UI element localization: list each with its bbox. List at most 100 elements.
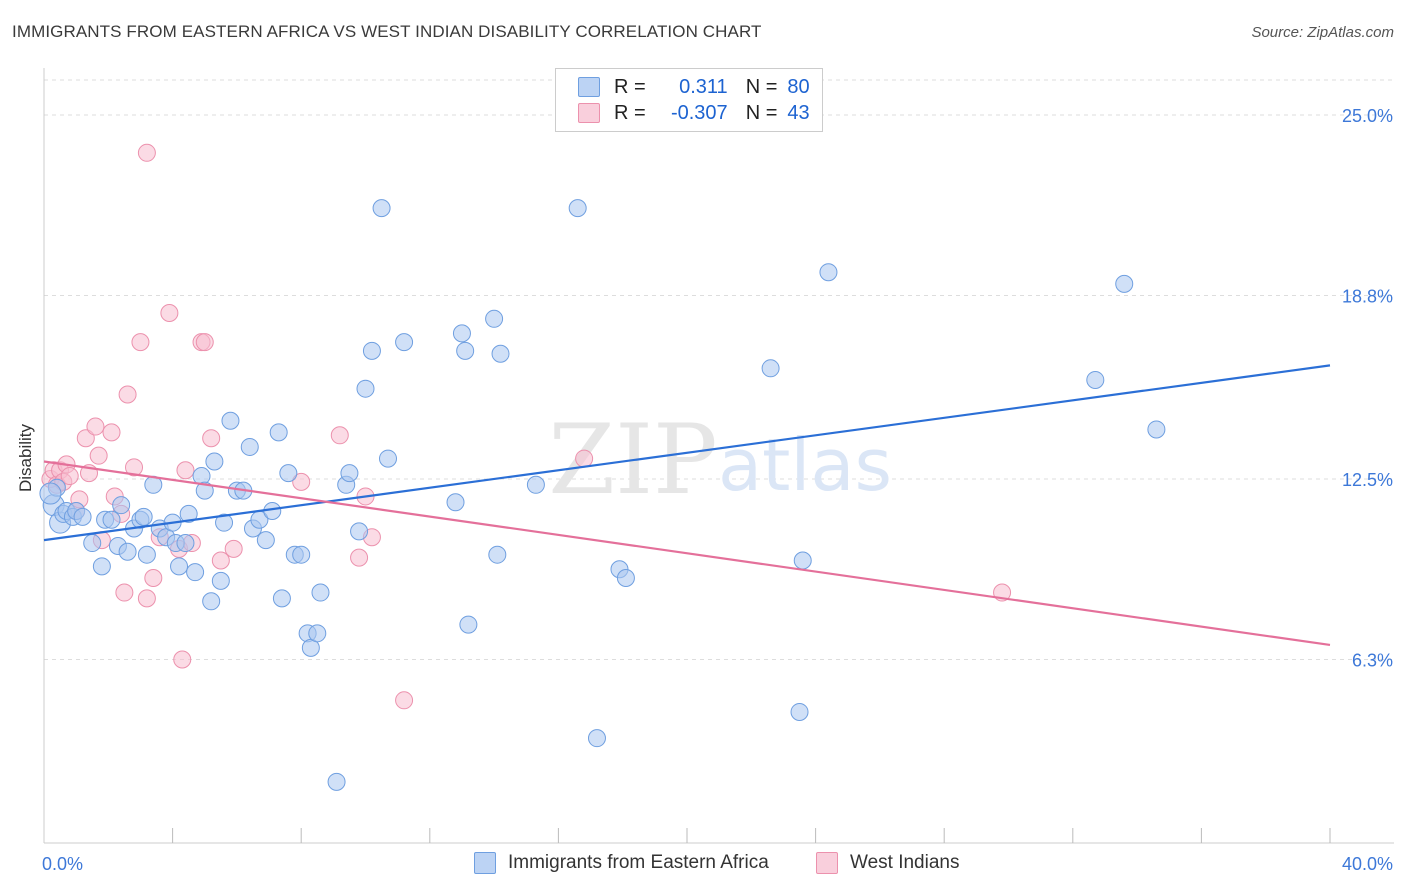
data-point-eastern-africa: [379, 449, 398, 468]
data-point-west-indians: [160, 303, 179, 322]
data-point-west-indians: [76, 429, 95, 448]
data-point-eastern-africa: [362, 341, 381, 360]
data-point-eastern-africa: [819, 263, 838, 282]
data-point-eastern-africa: [221, 411, 240, 430]
data-point-eastern-africa: [211, 571, 230, 590]
legend-swatch-blue: [578, 77, 600, 97]
data-point-eastern-africa: [73, 507, 92, 526]
data-point-west-indians: [89, 446, 108, 465]
x-tick-label: 0.0%: [42, 854, 83, 874]
data-point-west-indians: [137, 143, 156, 162]
data-point-eastern-africa: [170, 557, 189, 576]
data-point-eastern-africa: [761, 359, 780, 378]
data-point-eastern-africa: [256, 531, 275, 550]
chart-title: IMMIGRANTS FROM EASTERN AFRICA VS WEST I…: [12, 22, 762, 41]
data-point-eastern-africa: [491, 344, 510, 363]
data-point-west-indians: [176, 461, 195, 480]
y-axis-label: Disability: [16, 423, 35, 493]
data-point-eastern-africa: [793, 551, 812, 570]
data-point-eastern-africa: [790, 702, 809, 721]
data-point-eastern-africa: [137, 545, 156, 564]
data-point-eastern-africa: [488, 545, 507, 564]
legend-r-value: -0.307: [670, 101, 728, 124]
data-point-eastern-africa: [340, 464, 359, 483]
x-tick-label: 40.0%: [1342, 854, 1393, 874]
data-point-eastern-africa: [112, 496, 131, 515]
source-credit: Source: ZipAtlas.com: [1251, 24, 1394, 41]
bottom-legend-eastern-africa: Immigrants from Eastern Africa: [474, 852, 769, 874]
data-point-eastern-africa: [395, 333, 414, 352]
legend-n-label: N =: [745, 75, 778, 98]
data-point-west-indians: [350, 548, 369, 567]
data-point-west-indians: [224, 539, 243, 558]
data-point-eastern-africa: [215, 513, 234, 532]
data-point-eastern-africa: [92, 557, 111, 576]
data-point-eastern-africa: [456, 341, 475, 360]
data-point-eastern-africa: [452, 324, 471, 343]
trendlines: [43, 364, 1331, 647]
data-point-eastern-africa: [311, 583, 330, 602]
data-point-west-indians: [115, 583, 134, 602]
data-point-west-indians: [395, 691, 414, 710]
west-indians-points: [41, 143, 1012, 710]
data-point-eastern-africa: [1115, 274, 1134, 293]
grid-lines: [44, 79, 1394, 661]
data-point-eastern-africa: [526, 475, 545, 494]
data-point-west-indians: [173, 650, 192, 669]
eastern-africa-points: [39, 199, 1166, 791]
legend-n-value: 80: [787, 75, 810, 98]
data-point-west-indians: [144, 568, 163, 587]
data-point-eastern-africa: [587, 729, 606, 748]
legend-r-label: R =: [614, 101, 646, 124]
data-point-eastern-africa: [39, 482, 62, 505]
data-point-west-indians: [137, 589, 156, 608]
data-point-west-indians: [575, 449, 594, 468]
data-point-eastern-africa: [272, 589, 291, 608]
data-point-west-indians: [60, 467, 79, 486]
y-tick-label: 18.8%: [1342, 287, 1393, 307]
bottom-legend-swatch-pink: [816, 852, 838, 874]
legend-swatch-pink: [578, 103, 600, 123]
data-point-eastern-africa: [446, 493, 465, 512]
data-point-west-indians: [125, 458, 144, 477]
data-point-west-indians: [195, 333, 214, 352]
data-point-eastern-africa: [1147, 420, 1166, 439]
data-point-eastern-africa: [176, 534, 195, 553]
data-point-west-indians: [202, 429, 221, 448]
data-point-eastern-africa: [186, 563, 205, 582]
data-point-eastern-africa: [327, 772, 346, 791]
data-point-eastern-africa: [616, 568, 635, 587]
data-point-eastern-africa: [205, 452, 224, 471]
data-point-west-indians: [102, 423, 121, 442]
data-point-eastern-africa: [269, 423, 288, 442]
data-point-eastern-africa: [292, 545, 311, 564]
data-point-eastern-africa: [350, 522, 369, 541]
data-point-west-indians: [86, 417, 105, 436]
trendline-eastern-africa: [43, 364, 1331, 542]
trendline-west-indians: [43, 460, 1331, 647]
data-point-eastern-africa: [83, 534, 102, 553]
watermark-atlas: atlas: [718, 423, 892, 507]
data-point-eastern-africa: [202, 592, 221, 611]
data-point-eastern-africa: [240, 437, 259, 456]
data-point-west-indians: [211, 551, 230, 570]
data-point-eastern-africa: [568, 199, 587, 218]
data-point-eastern-africa: [308, 624, 327, 643]
data-point-eastern-africa: [192, 467, 211, 486]
legend-n-value: 43: [787, 101, 810, 124]
y-tick-label: 6.3%: [1352, 651, 1393, 671]
stats-legend: R = 0.311 N = 80 R = -0.307 N = 43: [555, 68, 823, 132]
legend-row-west-indians: R = -0.307 N = 43: [578, 101, 810, 125]
data-point-west-indians: [330, 426, 349, 445]
watermark: ZIP atlas: [548, 404, 892, 516]
legend-r-value: 0.311: [679, 75, 728, 98]
bottom-legend-west-indians: West Indians: [816, 852, 959, 874]
tick-labels: 6.3% 12.5% 18.8% 25.0% 0.0% 40.0%: [42, 106, 1393, 874]
data-point-eastern-africa: [485, 309, 504, 328]
data-point-eastern-africa: [102, 510, 121, 529]
legend-r-label: R =: [614, 75, 646, 98]
y-tick-label: 12.5%: [1342, 470, 1393, 490]
data-point-eastern-africa: [118, 542, 137, 561]
legend-n-label: N =: [745, 101, 778, 124]
